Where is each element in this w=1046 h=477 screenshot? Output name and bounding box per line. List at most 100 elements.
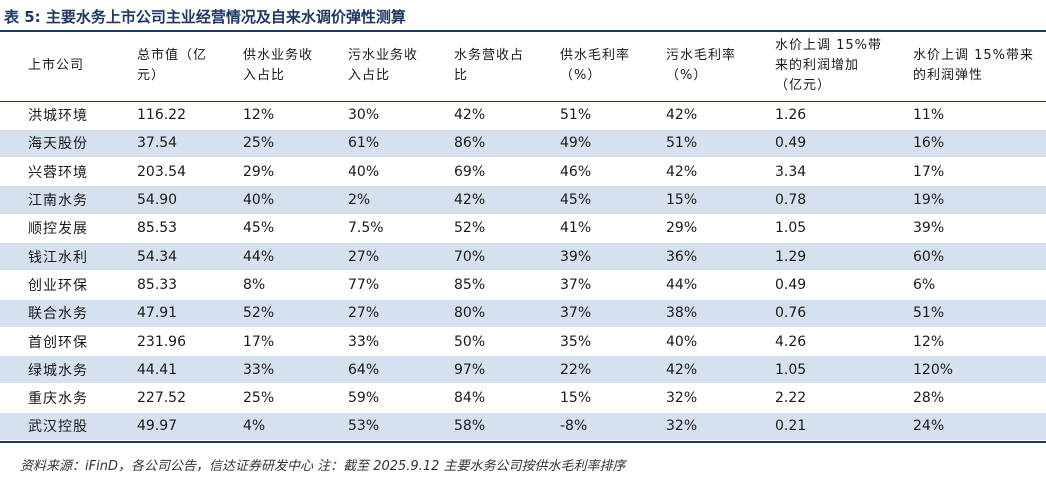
- value-cell: 80%: [446, 299, 552, 328]
- company-cell: 创业环保: [28, 277, 88, 294]
- value-cell: 17%: [913, 163, 945, 180]
- table-row: 顺控发展 85.53 45% 7.5% 52% 41% 29% 1.05 39%: [0, 214, 1046, 243]
- column-header: 供水业务收 入占比: [235, 32, 340, 101]
- company-cell: 重庆水务: [28, 391, 88, 408]
- value-cell: 2%: [340, 185, 446, 215]
- value-cell: 15%: [560, 390, 592, 407]
- value-cell: 70%: [446, 242, 552, 271]
- value-cell: 203.54: [137, 163, 186, 180]
- value-cell: 69%: [454, 163, 486, 180]
- table-row: 海天股份 37.54 25% 61% 86% 49% 51% 0.49 16%: [0, 129, 1046, 158]
- value-cell: 30%: [348, 107, 380, 124]
- value-cell: 0.49: [767, 129, 905, 158]
- value-cell: 0.78: [767, 185, 905, 215]
- table-body: 洪城环境 116.22 12% 30% 42% 51% 42% 1.26 11% 海天股份 37.5…: [0, 101, 1046, 441]
- value-cell: 60%: [905, 242, 1046, 271]
- table-row: 钱江水利 54.34 44% 27% 70% 39% 36% 1.29 60%: [0, 242, 1046, 271]
- value-cell: 227.52: [137, 390, 186, 407]
- table-row: 重庆水务 227.52 25% 59% 84% 15% 32% 2.22 28%: [0, 384, 1046, 413]
- value-cell: 32%: [658, 412, 767, 441]
- value-cell: 12%: [243, 107, 275, 124]
- value-cell: 17%: [243, 333, 275, 350]
- value-cell: 27%: [340, 242, 446, 271]
- value-cell: 97%: [446, 355, 552, 384]
- value-cell: 42%: [446, 185, 552, 215]
- value-cell: 0.76: [767, 299, 905, 328]
- value-cell: 39%: [552, 242, 658, 271]
- table-row: 洪城环境 116.22 12% 30% 42% 51% 42% 1.26 11%: [0, 101, 1046, 130]
- value-cell: 32%: [666, 390, 698, 407]
- value-cell: 1.26: [775, 107, 807, 124]
- value-cell: 38%: [658, 299, 767, 328]
- bottom-rule: [0, 441, 1046, 443]
- value-cell: 6%: [913, 276, 936, 293]
- company-cell: 洪城环境: [28, 108, 88, 125]
- value-cell: 40%: [666, 333, 698, 350]
- value-cell: 49%: [552, 129, 658, 158]
- table-row: 绿城水务 44.41 33% 64% 97% 22% 42% 1.05 120%: [0, 355, 1046, 384]
- column-header-line: 的利润弹性: [913, 68, 984, 84]
- company-cell: 海天股份: [0, 129, 129, 158]
- value-cell: 45%: [552, 185, 658, 215]
- table-row: 江南水务 54.90 40% 2% 42% 45% 15% 0.78 19%: [0, 185, 1046, 215]
- value-cell: 7.5%: [348, 220, 384, 237]
- value-cell: 29%: [243, 163, 275, 180]
- column-header-line: 污水毛利率: [666, 48, 737, 64]
- column-header-line: 比: [454, 68, 469, 84]
- column-header: 污水业务收 入占比: [340, 32, 446, 101]
- value-cell: 61%: [340, 129, 446, 158]
- value-cell: 44%: [235, 242, 340, 271]
- company-cell: 顺控发展: [28, 221, 88, 238]
- value-cell: 1.05: [767, 355, 905, 384]
- column-header: 水务营收占比: [446, 32, 552, 101]
- value-cell: 37%: [560, 276, 592, 293]
- table-row: 武汉控股 49.97 4% 53% 58% -8% 32% 0.21 24%: [0, 412, 1046, 441]
- data-table: 上市公司 总市值（亿 元） 供水业务收 入占比 污水业务收 入占比 水务营收占比供水毛利率 （%…: [0, 32, 1046, 441]
- table-title: 表 5: 主要水务上市公司主业经营情况及自来水调价弹性测算: [4, 8, 406, 26]
- company-cell: 首创环保: [28, 334, 88, 351]
- value-cell: 25%: [243, 390, 275, 407]
- column-header-line: 水价上调 15%带: [775, 38, 883, 54]
- value-cell: 19%: [905, 185, 1046, 215]
- value-cell: 52%: [454, 220, 486, 237]
- value-cell: 0.21: [767, 412, 905, 441]
- value-cell: 36%: [658, 242, 767, 271]
- value-cell: 4%: [235, 412, 340, 441]
- column-header-line: 供水毛利率: [560, 48, 631, 64]
- value-cell: 50%: [454, 333, 486, 350]
- value-cell: 51%: [905, 299, 1046, 328]
- value-cell: 54.34: [129, 242, 235, 271]
- value-cell: 40%: [348, 163, 380, 180]
- value-cell: 53%: [340, 412, 446, 441]
- value-cell: 51%: [658, 129, 767, 158]
- value-cell: 12%: [913, 333, 945, 350]
- column-header-line: 供水业务收: [243, 48, 314, 64]
- column-header-line: 污水业务收: [348, 48, 419, 64]
- value-cell: 116.22: [137, 107, 186, 124]
- company-cell: 绿城水务: [0, 355, 129, 384]
- value-cell: 44%: [666, 276, 698, 293]
- value-cell: 1.29: [767, 242, 905, 271]
- value-cell: 42%: [454, 107, 486, 124]
- value-cell: 24%: [905, 412, 1046, 441]
- value-cell: 84%: [454, 390, 486, 407]
- column-header-line: （%）: [560, 68, 602, 84]
- value-cell: 11%: [913, 107, 945, 124]
- value-cell: 85.33: [137, 276, 178, 293]
- value-cell: 1.05: [775, 220, 807, 237]
- value-cell: 49.97: [129, 412, 235, 441]
- column-header-line: 来的利润增加: [775, 58, 860, 74]
- value-cell: 42%: [658, 355, 767, 384]
- value-cell: 37.54: [129, 129, 235, 158]
- value-cell: 42%: [666, 163, 698, 180]
- value-cell: 33%: [235, 355, 340, 384]
- column-header: 水价上调 15%带来 的利润弹性: [905, 32, 1046, 101]
- company-cell: 江南水务: [0, 185, 129, 215]
- company-cell: 武汉控股: [0, 412, 129, 441]
- column-header: 污水毛利率 （%）: [658, 32, 767, 101]
- column-header-line: （亿元）: [775, 78, 832, 94]
- column-header-line: 元）: [137, 68, 166, 84]
- value-cell: 77%: [348, 276, 380, 293]
- column-header-line: 入占比: [348, 68, 391, 84]
- value-cell: 44.41: [129, 355, 235, 384]
